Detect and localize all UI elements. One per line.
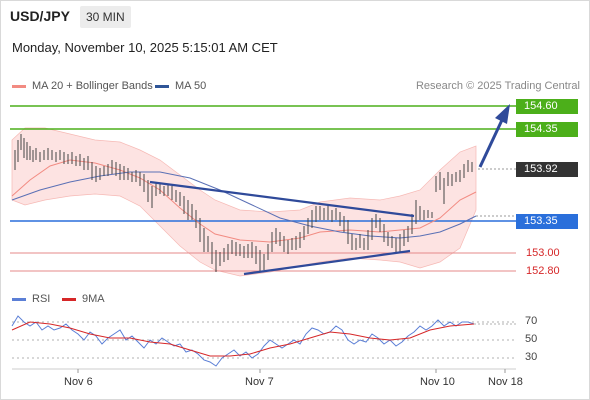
ma20-line bbox=[11, 159, 477, 243]
currency-pair-title: USD/JPY bbox=[10, 8, 70, 24]
resistance-1-tag: 154.35 bbox=[516, 122, 578, 137]
support-1-label: 153.00 bbox=[526, 247, 560, 259]
x-label-nov7: Nov 7 bbox=[245, 376, 274, 388]
legend-ma20-label: MA 20 + Bollinger Bands bbox=[32, 80, 153, 92]
rsi-ma-line bbox=[11, 321, 475, 357]
lower-trendline bbox=[243, 249, 411, 276]
legend-rsi-ma-label: 9MA bbox=[82, 293, 105, 305]
current-price-tag: 153.92 bbox=[516, 162, 578, 177]
rsi-level-50-label: 50 bbox=[525, 333, 538, 345]
pivot-tag: 153.35 bbox=[516, 214, 578, 229]
rsi-line bbox=[11, 315, 475, 367]
legend-ma50: MA 50 bbox=[155, 80, 206, 92]
upper-trendline bbox=[149, 180, 415, 218]
chart-datetime: Monday, November 10, 2025 5:15:01 AM CET bbox=[12, 40, 278, 55]
ma50-line bbox=[11, 171, 477, 239]
resistance-2-tag: 154.60 bbox=[516, 99, 578, 114]
ma50-swatch-icon bbox=[155, 84, 169, 88]
target-arrow-shaft bbox=[478, 119, 504, 168]
timeframe-badge[interactable]: 30 MIN bbox=[80, 6, 131, 28]
rsi-swatch-icon bbox=[12, 297, 26, 301]
candlesticks bbox=[14, 134, 473, 272]
support-2-label: 152.80 bbox=[526, 265, 560, 277]
research-credit: Research © 2025 Trading Central bbox=[415, 80, 580, 92]
rsi-ma-swatch-icon bbox=[62, 297, 76, 301]
x-label-nov18: Nov 18 bbox=[488, 376, 523, 388]
rsi-level-30-label: 30 bbox=[525, 351, 538, 363]
legend-ma20: MA 20 + Bollinger Bands bbox=[12, 80, 153, 92]
rsi-level-70-label: 70 bbox=[525, 315, 538, 327]
x-label-nov10: Nov 10 bbox=[420, 376, 455, 388]
x-label-nov6: Nov 6 bbox=[64, 376, 93, 388]
ma20-swatch-icon bbox=[12, 84, 26, 88]
legend-rsi-label: RSI bbox=[32, 293, 51, 305]
legend-rsi-ma: 9MA bbox=[62, 293, 105, 305]
target-arrowhead-icon bbox=[495, 104, 510, 124]
legend-rsi: RSI bbox=[12, 293, 50, 305]
legend-ma50-label: MA 50 bbox=[175, 80, 207, 92]
